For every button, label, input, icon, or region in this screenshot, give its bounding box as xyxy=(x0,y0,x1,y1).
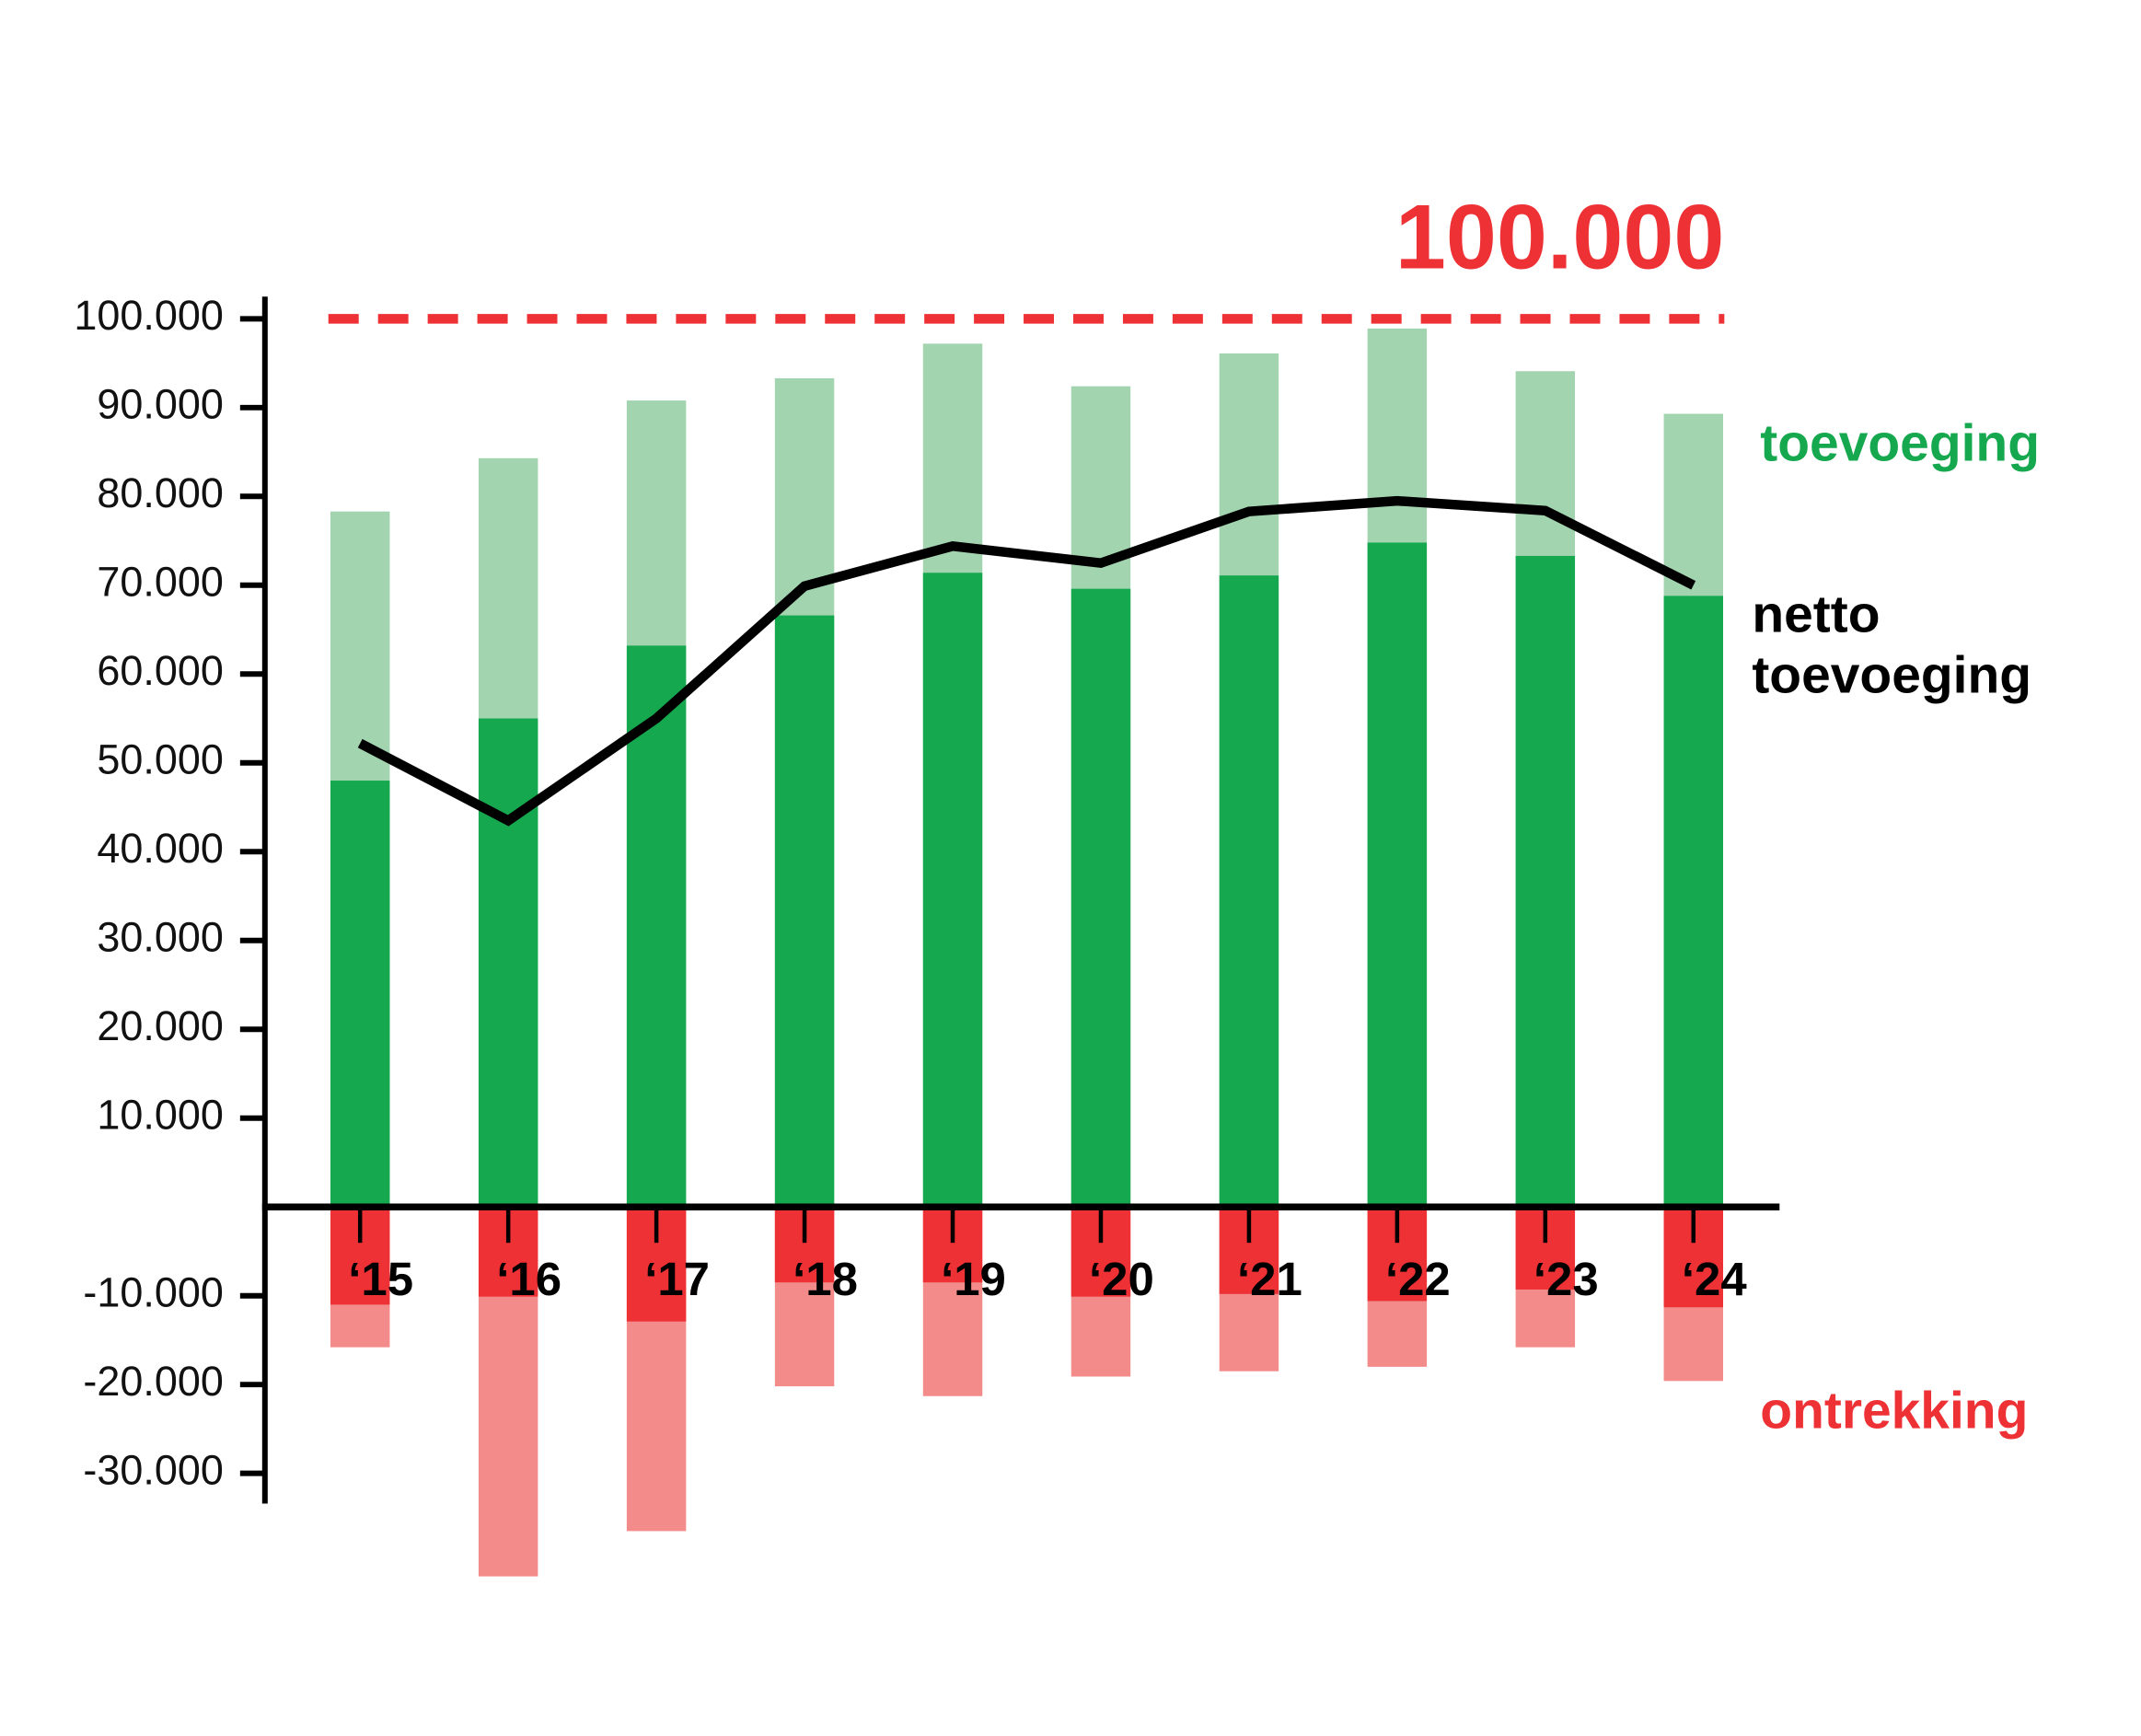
y-tick-label: 70.000 xyxy=(97,559,223,606)
reference-label: 100.000 xyxy=(1395,186,1724,288)
bar xyxy=(774,615,835,1208)
bar xyxy=(1219,575,1279,1208)
bar xyxy=(1367,542,1428,1208)
x-tick-label: ‘22 xyxy=(1385,1253,1451,1305)
bar xyxy=(478,718,538,1208)
y-tick-label: 10.000 xyxy=(97,1092,223,1139)
y-tick-label: 100.000 xyxy=(74,292,223,339)
bar xyxy=(1070,588,1131,1208)
y-tick-label: -10.000 xyxy=(83,1269,223,1316)
x-tick-label: ‘23 xyxy=(1533,1253,1599,1305)
y-tick-label: 20.000 xyxy=(97,1002,223,1049)
bar xyxy=(1663,596,1723,1208)
legend-label: ontrekking xyxy=(1760,1381,2028,1440)
bar xyxy=(330,781,390,1208)
x-tick-label: ‘20 xyxy=(1089,1253,1154,1305)
y-tick-label: 80.000 xyxy=(97,469,223,516)
y-tick-label: 90.000 xyxy=(97,381,223,428)
x-tick-label: ‘17 xyxy=(644,1253,710,1305)
legend-label: toevoeging xyxy=(1760,414,2040,473)
line xyxy=(357,495,1696,827)
y-tick-label: 60.000 xyxy=(97,647,223,694)
x-tick-label: ‘19 xyxy=(941,1253,1006,1305)
bar xyxy=(922,573,983,1208)
bar xyxy=(626,645,687,1208)
x-tick-label: ‘16 xyxy=(496,1253,561,1305)
legend-label: netto toevoeging xyxy=(1752,586,2032,706)
y-tick-label: 30.000 xyxy=(97,914,223,961)
y-tick-label: 40.000 xyxy=(97,825,223,872)
x-tick-label: ‘24 xyxy=(1682,1253,1747,1305)
bar xyxy=(1515,555,1576,1208)
y-tick-label: -20.000 xyxy=(83,1358,223,1405)
x-tick-label: ‘18 xyxy=(793,1253,858,1305)
legend-label-box: netto toevoeging xyxy=(1752,586,2032,706)
y-tick-label: 50.000 xyxy=(97,736,223,783)
x-tick-label: ‘15 xyxy=(348,1253,413,1305)
y-tick-label: -30.000 xyxy=(83,1447,223,1494)
x-tick-label: ‘21 xyxy=(1237,1253,1302,1305)
